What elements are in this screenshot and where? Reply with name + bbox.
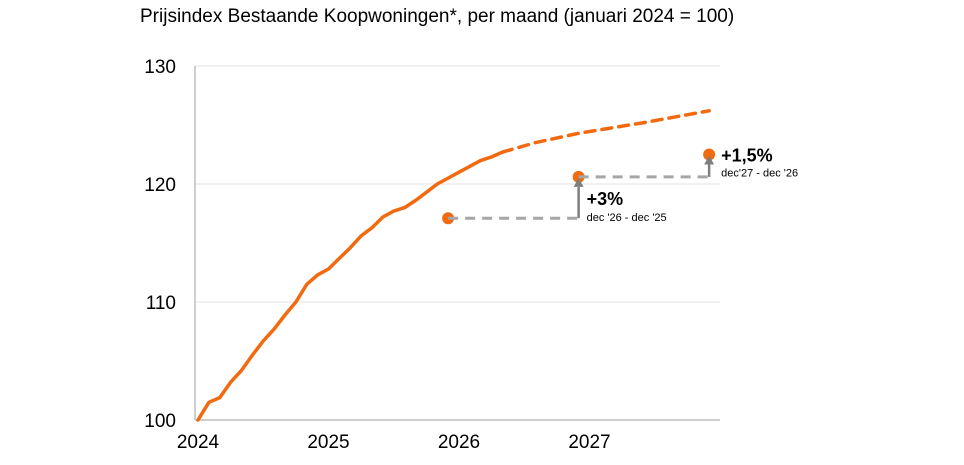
forecast-line (500, 109, 711, 154)
y-tick-label: 110 (146, 293, 176, 314)
x-tick-label: 2026 (438, 432, 480, 453)
growth-arrow-2026-head (573, 177, 584, 187)
y-tick-label: 100 (144, 411, 176, 432)
chart-subtitle: Prijsindex Bestaande Koopwoningen*, per … (140, 6, 735, 27)
highlight-point (703, 148, 716, 161)
growth-arrow-2027-head (704, 155, 715, 165)
annotation-value: +3% (587, 189, 624, 209)
x-tick-label: 2025 (307, 432, 349, 453)
x-tick-label: 2024 (177, 432, 220, 453)
y-tick-label: 120 (144, 175, 176, 196)
actual-line (196, 150, 505, 422)
y-tick-label: 130 (144, 57, 176, 78)
annotation-value: +1,5% (721, 146, 773, 166)
annotation-period: dec '26 - dec '25 (587, 212, 667, 224)
x-tick-label: 2027 (568, 432, 610, 453)
annotation-period: dec'27 - dec '26 (721, 168, 798, 180)
